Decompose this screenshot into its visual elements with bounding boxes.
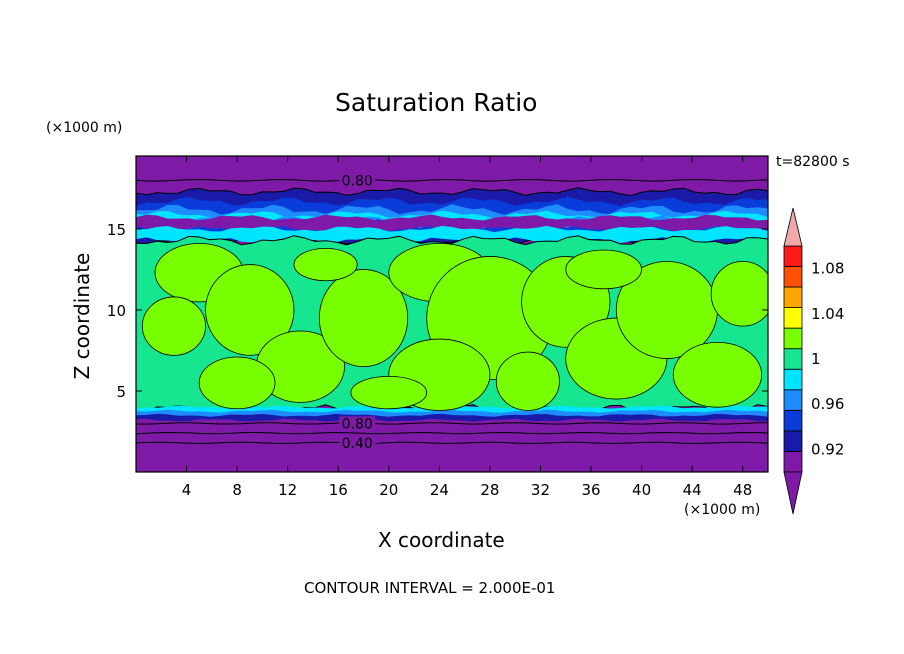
x-tick-label-11: 48 (733, 481, 752, 499)
x-tick-label-2: 12 (278, 481, 297, 499)
chart-title: Saturation Ratio (335, 88, 538, 117)
saturated-patch-1 (141, 296, 206, 356)
colorbar-segment-1 (783, 430, 803, 452)
contour-label-1: 0.80 (342, 416, 373, 432)
x-tick-label-7: 32 (531, 481, 550, 499)
x-tick-label-10: 44 (683, 481, 702, 499)
saturated-patch-17 (293, 247, 358, 282)
colorbar-under-arrow (783, 471, 803, 515)
contour-line-lower-040 (136, 441, 768, 444)
saturated-patch-16 (565, 249, 642, 290)
saturated-patch-13 (495, 351, 560, 411)
saturated-patch-2 (205, 264, 295, 356)
x-tick-label-9: 40 (632, 481, 651, 499)
upper-layer-purple-streak (136, 214, 768, 232)
x-axis-unit: (×1000 m) (684, 502, 761, 518)
contour-line-lower-060 (136, 431, 768, 435)
colorbar-label-4: 0.92 (811, 440, 844, 458)
y-tick-label-1: 10 (107, 302, 126, 320)
field-group: 0.80 0.80 0.40 (136, 156, 768, 472)
colorbar-segment-5 (783, 348, 803, 370)
saturated-patch-11 (672, 341, 763, 408)
y-tick-label-0: 5 (116, 383, 126, 401)
colorbar-label-0: 1.08 (811, 260, 844, 278)
contour-label-bg-2 (339, 435, 376, 450)
contour-interval-footer: CONTOUR INTERVAL = 2.000E-01 (304, 579, 556, 597)
colorbar-segment-3 (783, 389, 803, 411)
colorbar-segment-7 (783, 307, 803, 329)
boundary-darkblue (136, 413, 768, 422)
x-tick-label-6: 28 (480, 481, 499, 499)
y-tick-label-2: 15 (107, 221, 126, 239)
y-axis-unit: (×1000 m) (46, 120, 123, 136)
colorbar-segment-2 (783, 409, 803, 432)
colorbar-segment-4 (783, 368, 803, 391)
x-tick-label-3: 16 (329, 481, 348, 499)
x-axis-label: X coordinate (378, 528, 505, 552)
contour-label-bg-1 (339, 416, 376, 431)
saturated-patch-15 (350, 375, 428, 410)
saturated-patch-4 (318, 269, 409, 368)
colorbar-label-2: 1 (811, 350, 821, 368)
contour-label-2: 0.40 (342, 436, 373, 452)
plot-frame (135, 155, 769, 473)
contour-label-0: 0.80 (342, 173, 373, 189)
saturated-patch-12 (710, 260, 768, 327)
contour-label-bg-0 (339, 173, 376, 188)
contour-line-upper-080 (136, 178, 768, 182)
colorbar-over-arrow (783, 207, 803, 247)
contour-line-lower-080 (136, 422, 768, 425)
x-tick-label-0: 4 (182, 481, 192, 499)
upper-layer-cyan-lower (136, 225, 768, 244)
colorbar-segment-10 (783, 245, 803, 267)
x-tick-label-4: 20 (379, 481, 398, 499)
y-axis-label: Z coordinate (70, 252, 94, 380)
time-label: t=82800 s (776, 154, 850, 170)
x-tick-label-1: 8 (232, 481, 242, 499)
colorbar-segment-8 (783, 286, 803, 309)
x-tick-label-5: 24 (430, 481, 449, 499)
x-tick-label-8: 36 (581, 481, 600, 499)
colorbar-label-3: 0.96 (811, 395, 844, 413)
saturated-patch-14 (198, 356, 276, 410)
colorbar-segment-0 (783, 451, 803, 473)
colorbar-segment-6 (783, 327, 803, 350)
colorbar-segment-9 (783, 266, 803, 288)
colorbar-label-1: 1.04 (811, 305, 844, 323)
